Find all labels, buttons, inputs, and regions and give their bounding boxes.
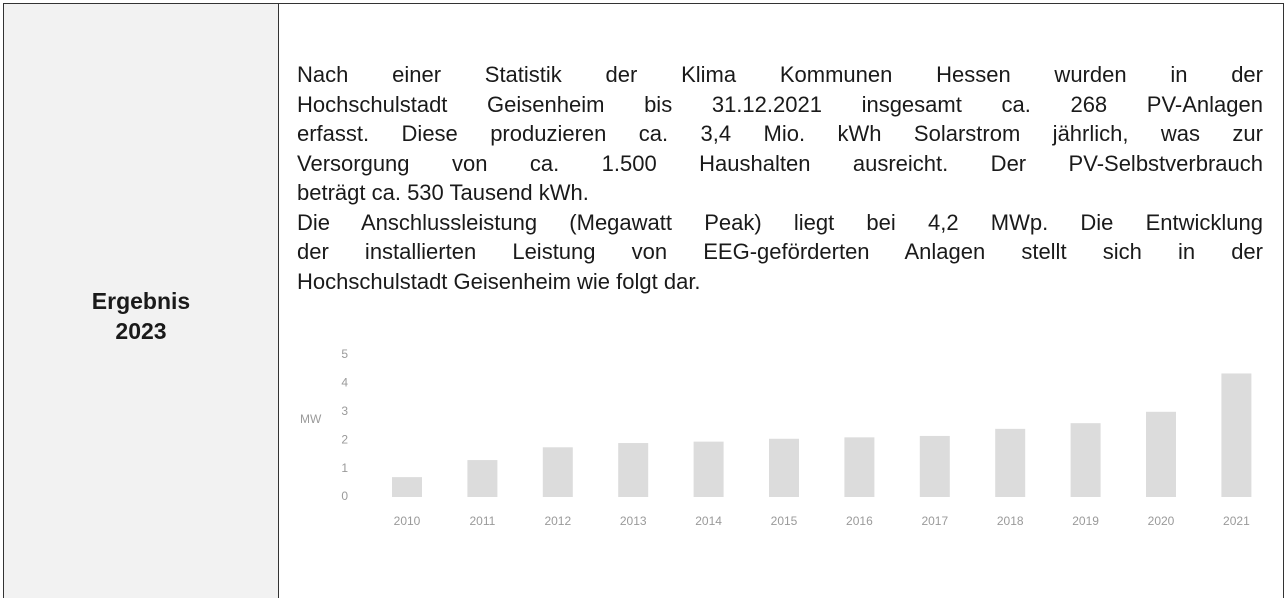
y-tick-label: 2 xyxy=(341,432,348,446)
border-left xyxy=(3,3,4,598)
border-divider xyxy=(278,3,279,598)
x-tick-label: 2020 xyxy=(1148,514,1175,528)
y-tick-label: 3 xyxy=(341,404,348,418)
x-tick-label: 2017 xyxy=(921,514,948,528)
text-line: erfasst. Diese produzieren ca. 3,4 Mio. … xyxy=(297,121,1263,146)
bar xyxy=(392,477,422,497)
paragraph: Die Anschlussleistung (Megawatt Peak) li… xyxy=(297,208,1263,297)
label-line: Ergebnis xyxy=(91,288,191,314)
border-top xyxy=(3,3,1284,4)
bar xyxy=(542,447,573,497)
bar xyxy=(1146,411,1176,497)
bar xyxy=(995,428,1026,497)
text-line: Nach einer Statistik der Klima Kommunen … xyxy=(297,62,1263,87)
x-tick-label: 2014 xyxy=(695,514,722,528)
bar xyxy=(919,435,950,497)
x-tick-label: 2010 xyxy=(394,514,421,528)
body-text: Nach einer Statistik der Klima Kommunen … xyxy=(297,60,1263,296)
bar xyxy=(844,437,875,497)
x-tick-label: 2013 xyxy=(620,514,647,528)
x-tick-label: 2021 xyxy=(1223,514,1250,528)
row-label: Ergebnis 2023 xyxy=(4,286,278,346)
text-line: der installierten Leistung von EEG-geför… xyxy=(297,239,1263,264)
bar xyxy=(467,460,498,497)
bar xyxy=(769,438,799,497)
y-axis-label: MW xyxy=(300,412,322,426)
x-tick-label: 2012 xyxy=(544,514,571,528)
x-tick-label: 2016 xyxy=(846,514,873,528)
y-tick-label: 4 xyxy=(341,376,348,390)
y-tick-label: 5 xyxy=(341,347,348,361)
y-tick-label: 1 xyxy=(341,461,348,475)
bar xyxy=(618,443,649,497)
label-line: 2023 xyxy=(115,318,167,344)
text-line: Hochschulstadt Geisenheim wie folgt dar. xyxy=(297,268,701,294)
border-right xyxy=(1283,3,1284,598)
label-cell xyxy=(4,4,278,598)
bar xyxy=(1070,423,1101,497)
x-tick-label: 2011 xyxy=(469,514,495,528)
text-line: Versorgung von ca. 1.500 Haushalten ausr… xyxy=(297,150,1263,176)
x-tick-label: 2019 xyxy=(1072,514,1099,528)
x-tick-label: 2018 xyxy=(997,514,1024,528)
x-tick-label: 2015 xyxy=(771,514,798,528)
bar xyxy=(1221,373,1252,497)
text-line: Hochschulstadt Geisenheim bis 31.12.2021… xyxy=(297,91,1263,117)
text-line: beträgt ca. 530 Tausend kWh. xyxy=(297,180,589,205)
y-tick-label: 0 xyxy=(341,489,348,503)
bar xyxy=(693,441,724,497)
paragraph: Nach einer Statistik der Klima Kommunen … xyxy=(297,60,1263,208)
text-line: Die Anschlussleistung (Megawatt Peak) li… xyxy=(297,209,1263,235)
